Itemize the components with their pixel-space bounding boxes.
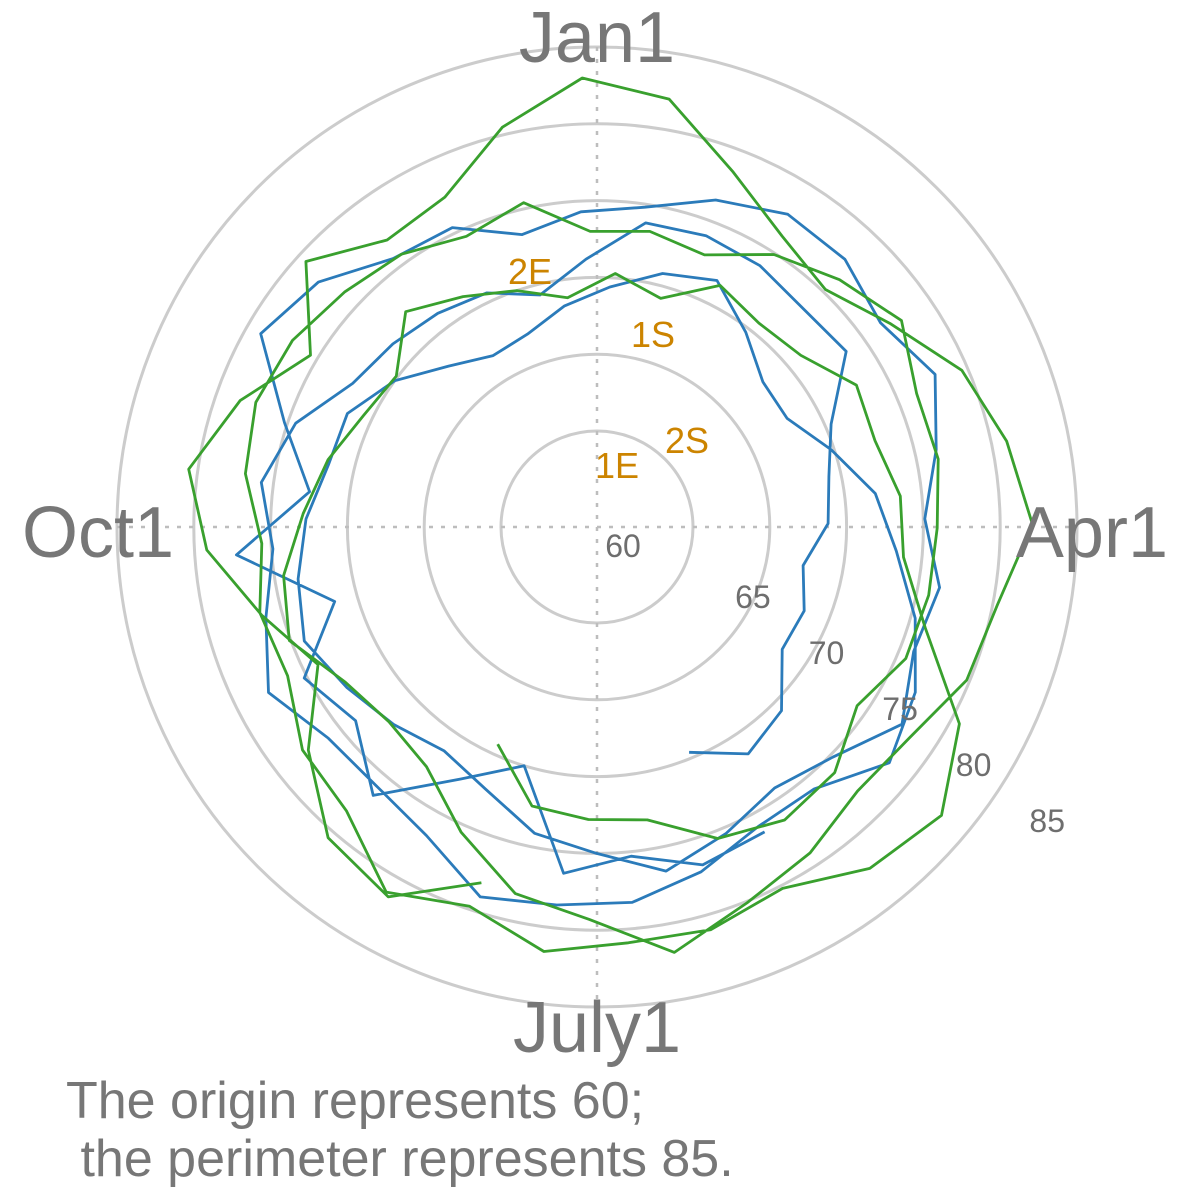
month-label-apr: Apr1	[1016, 493, 1168, 573]
radial-tick-label-85: 85	[1029, 803, 1065, 839]
radial-tick-label-75: 75	[882, 691, 918, 727]
series-line-1	[235, 198, 941, 907]
polar-grid	[115, 45, 1079, 1009]
series-1-start-label: 1S	[631, 314, 675, 355]
radial-tick-label-80: 80	[956, 747, 992, 783]
caption-line-1: The origin represents 60;	[66, 1072, 645, 1130]
series-2-end-label: 2E	[508, 251, 552, 292]
radial-tick-label-70: 70	[809, 635, 845, 671]
series-layer	[187, 76, 1034, 954]
grid-ring-65	[422, 352, 772, 702]
month-label-july: July1	[513, 988, 681, 1068]
radial-tick-label-60: 60	[605, 528, 641, 564]
grid-ring-80	[192, 122, 1002, 932]
month-label-oct: Oct1	[22, 493, 174, 573]
series-line-2	[187, 76, 1034, 954]
marker-layer: 1S 1E 2S 2E	[508, 251, 709, 486]
caption-line-2: the perimeter represents 85.	[66, 1130, 734, 1188]
series-2-start-label: 2S	[665, 420, 709, 461]
chart-caption: The origin represents 60; the perimeter …	[66, 1072, 734, 1188]
radial-tick-label-65: 65	[735, 579, 771, 615]
label-layer: Jan1 Apr1 July1 Oct1 60 65 70 75 80 85	[22, 0, 1168, 1068]
series-1-end-label: 1E	[595, 445, 639, 486]
month-label-jan: Jan1	[519, 0, 675, 78]
